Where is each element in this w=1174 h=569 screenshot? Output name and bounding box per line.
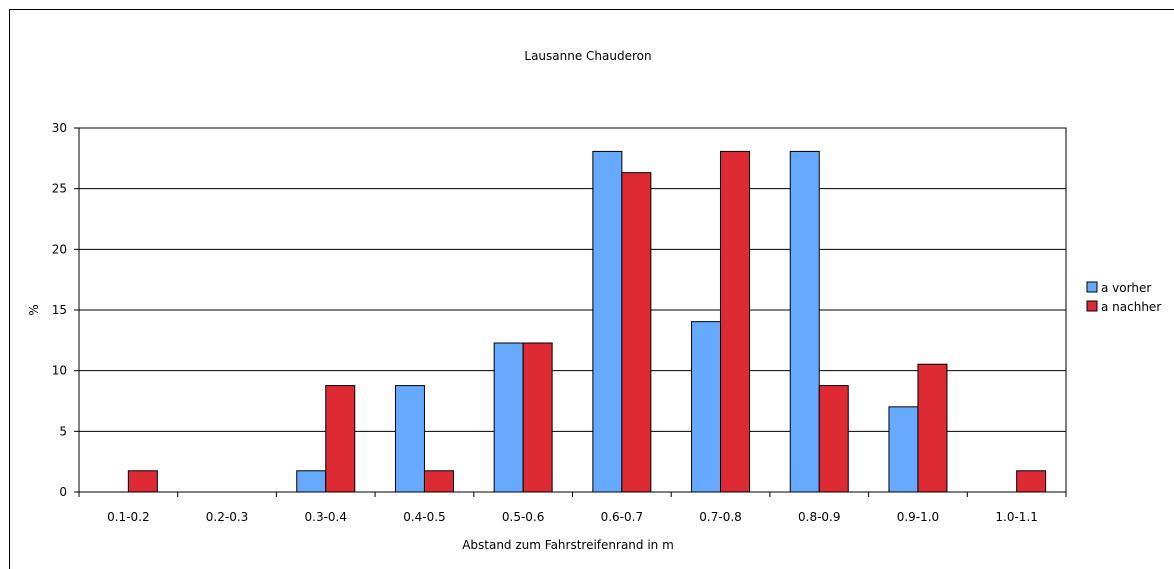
- bar-vorher-6: [691, 321, 722, 493]
- x-tick-label-5: 0.6-0.7: [601, 510, 644, 524]
- bar-vorher-5: [592, 150, 623, 493]
- x-tick-label-3: 0.4-0.5: [403, 510, 446, 524]
- x-tick-label-7: 0.8-0.9: [798, 510, 841, 524]
- x-axis-label: Abstand zum Fahrstreifenrand in m: [462, 538, 674, 552]
- bar-nachher-0: [127, 470, 158, 493]
- bar-nachher-9: [1016, 470, 1047, 493]
- bar-vorher-2: [296, 470, 327, 493]
- y-tick-label-1: 5: [59, 424, 67, 438]
- y-tick-label-5: 25: [52, 182, 67, 196]
- legend-label-1: a nachher: [1101, 300, 1161, 314]
- bar-nachher-2: [325, 385, 356, 493]
- bar-nachher-5: [621, 172, 652, 493]
- x-tick-label-6: 0.7-0.8: [699, 510, 742, 524]
- legend-label-0: a vorher: [1101, 281, 1151, 295]
- x-tick-label-8: 0.9-1.0: [897, 510, 940, 524]
- bars: [127, 150, 1047, 493]
- legend: a vorher a nachher: [1086, 281, 1161, 314]
- chart-title: Lausanne Chauderon: [524, 49, 651, 63]
- axes: [74, 127, 1067, 497]
- bar-nachher-7: [818, 385, 849, 493]
- chart-frame: [9, 9, 1174, 569]
- x-tick-label-9: 1.0-1.1: [995, 510, 1038, 524]
- bar-nachher-6: [720, 150, 751, 493]
- bar-vorher-3: [394, 385, 425, 493]
- x-tick-label-2: 0.3-0.4: [305, 510, 348, 524]
- bar-nachher-8: [917, 363, 948, 493]
- x-tick-labels: 0.1-0.2 0.2-0.3 0.3-0.4 0.4-0.5 0.5-0.6 0.6-0…: [107, 510, 1038, 524]
- x-tick-label-1: 0.2-0.3: [206, 510, 249, 524]
- legend-swatch-1: [1086, 300, 1098, 312]
- x-tick-label-0: 0.1-0.2: [107, 510, 150, 524]
- y-tick-labels: 0 5 10 15 20 25 30: [52, 121, 67, 499]
- bar-nachher-3: [423, 470, 454, 493]
- bar-vorher-7: [789, 150, 820, 493]
- y-tick-label-0: 0: [59, 485, 67, 499]
- y-tick-label-3: 15: [52, 303, 67, 317]
- bar-nachher-4: [522, 342, 553, 493]
- legend-swatch-0: [1086, 281, 1098, 293]
- bar-vorher-4: [493, 342, 524, 493]
- bar-vorher-8: [888, 406, 919, 493]
- x-tick-label-4: 0.5-0.6: [502, 510, 545, 524]
- y-tick-label-2: 10: [52, 364, 67, 378]
- y-axis-label: %: [27, 304, 41, 315]
- y-tick-label-4: 20: [52, 242, 67, 256]
- y-tick-label-6: 30: [52, 121, 67, 135]
